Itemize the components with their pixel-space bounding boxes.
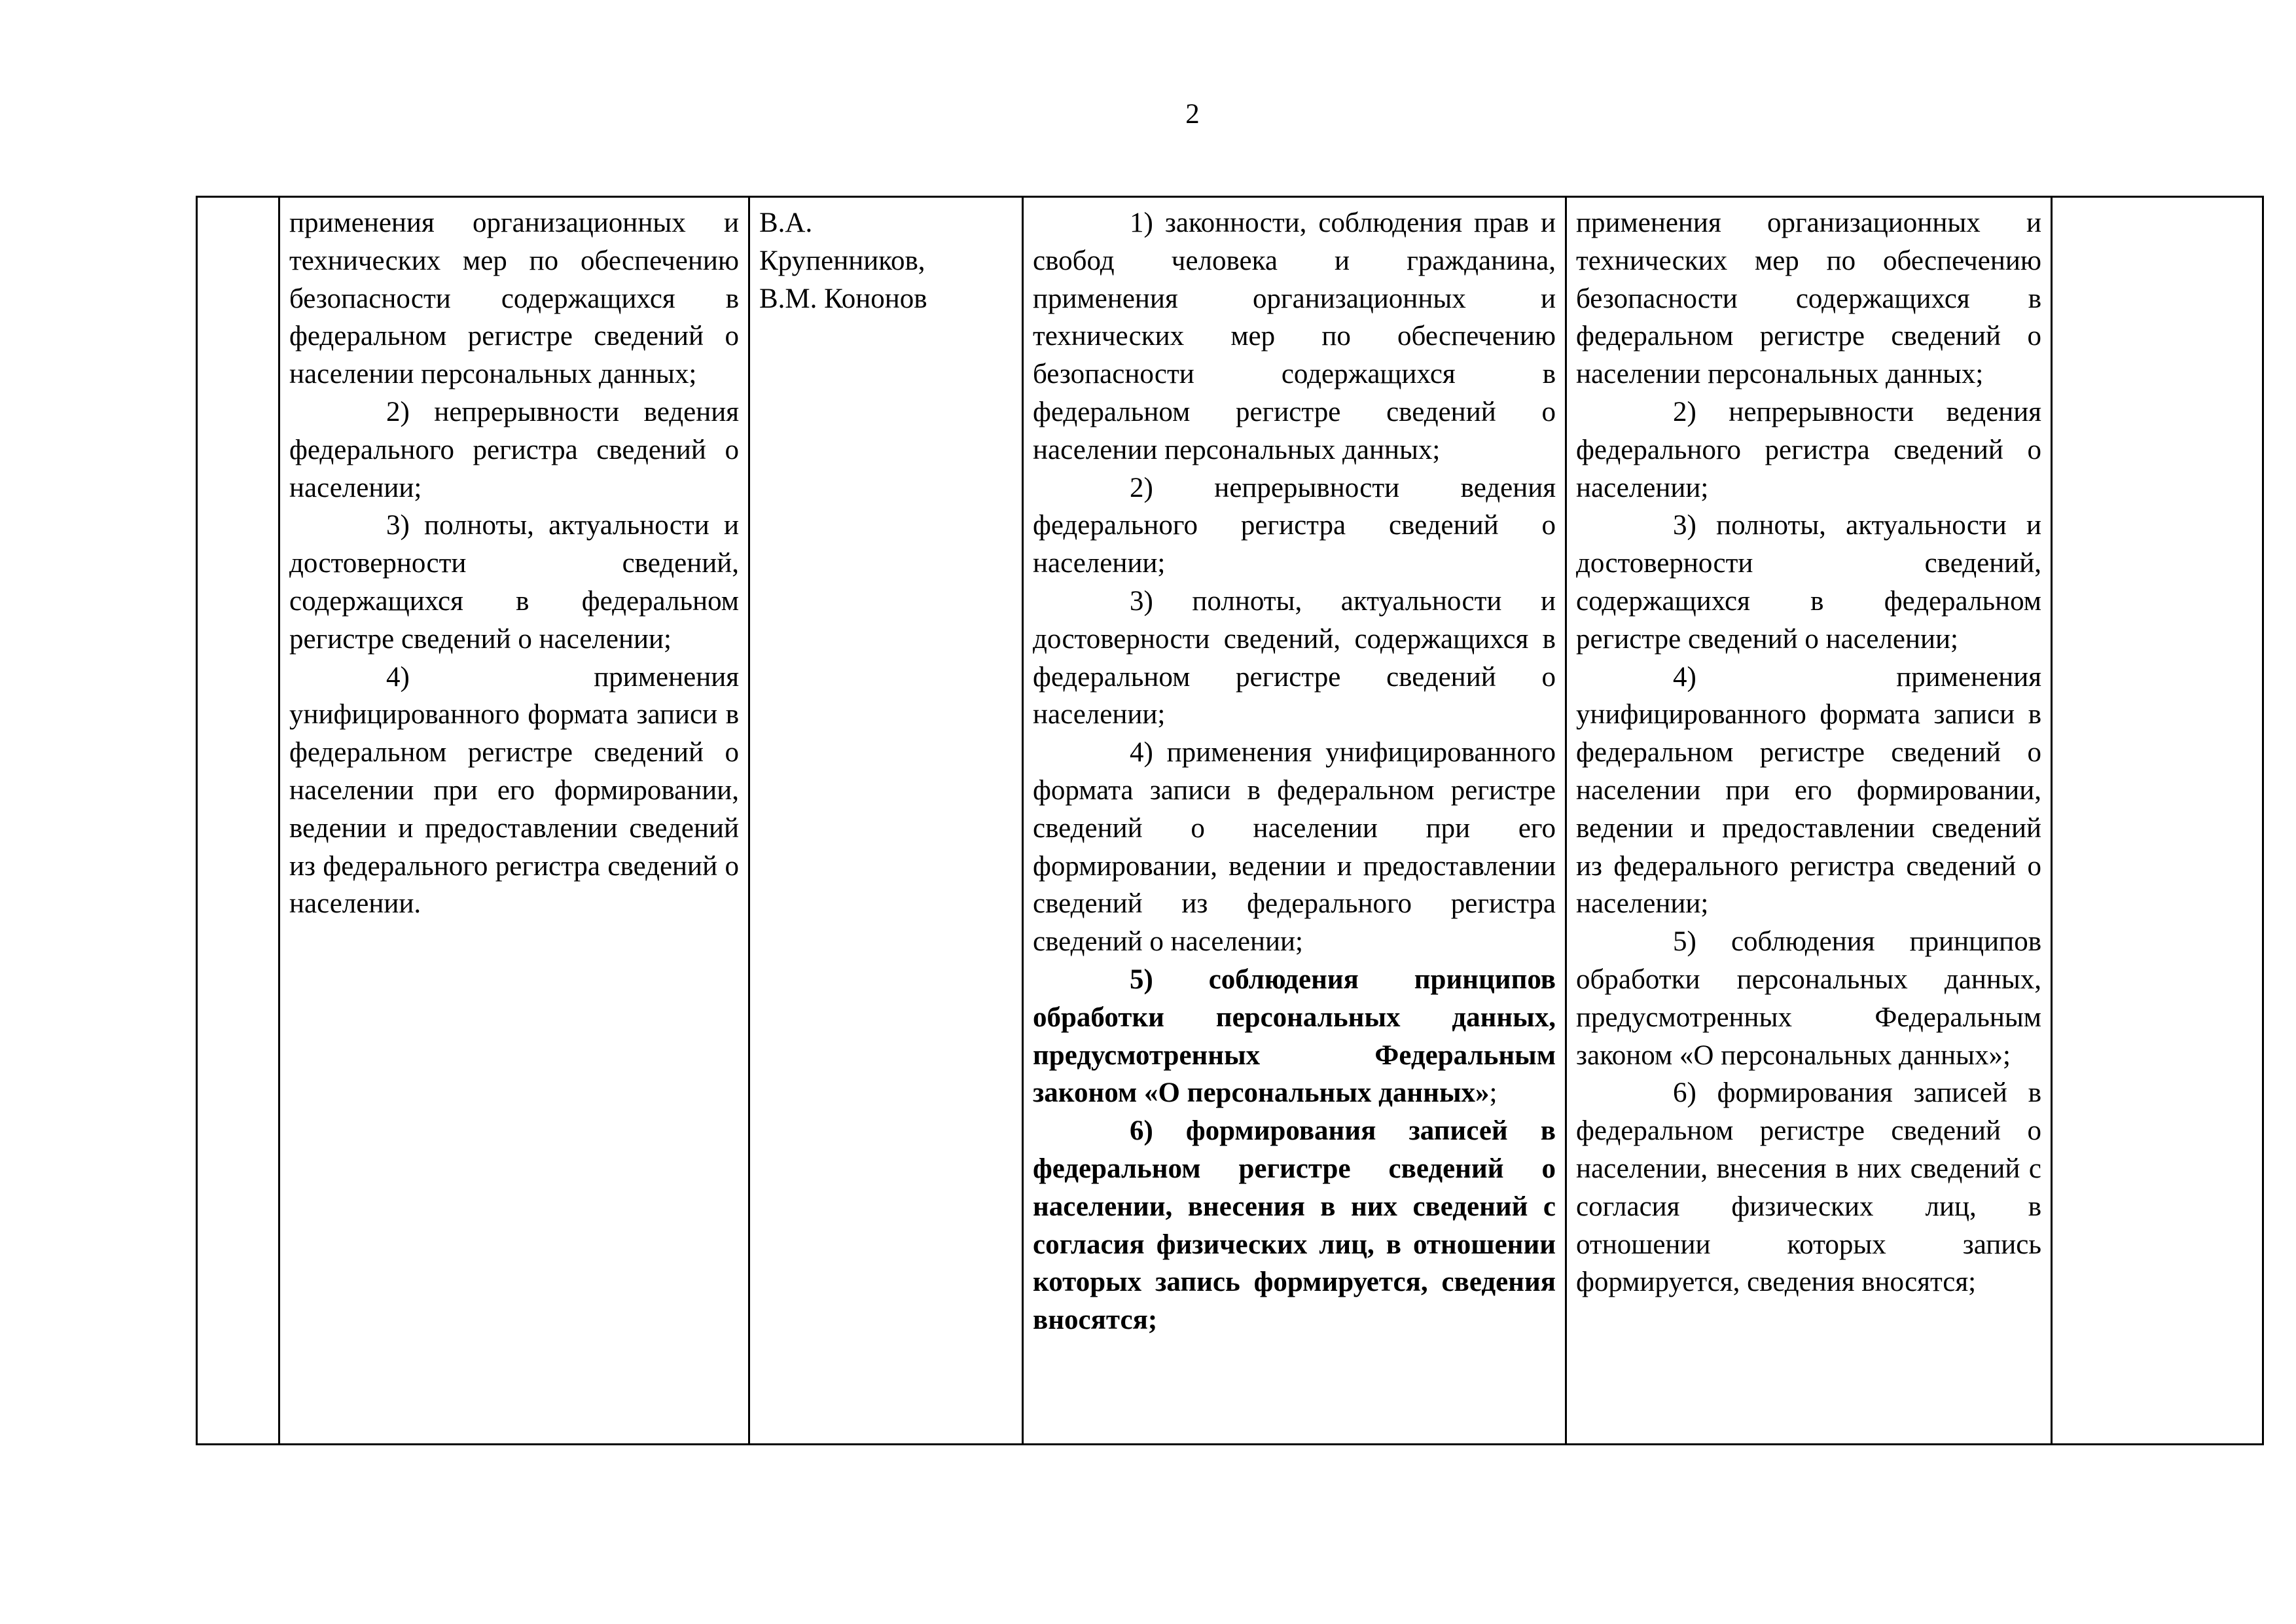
- paragraph: 5) соблюдения принципов обработки персон…: [1576, 926, 2041, 1071]
- paragraph: 2) непрерывности ведения федерального ре…: [289, 396, 739, 503]
- paragraph: 2) непрерывности ведения федерального ре…: [1576, 396, 2041, 503]
- cell: 1) законности, соблюдения прав и свобод …: [1024, 198, 1567, 1443]
- paragraph: 3) полноты, актуальности и достоверности…: [1576, 510, 2041, 655]
- paragraph: 4) применения унифицированного формата з…: [289, 661, 739, 920]
- text-run: 6) формирования записей в федеральном ре…: [1033, 1115, 1556, 1336]
- paragraph: 6) формирования записей в федеральном ре…: [1576, 1077, 2041, 1298]
- paragraph: 4) применения унифицированного формата з…: [1033, 737, 1556, 958]
- paragraph: 2) непрерывности ведения федерального ре…: [1033, 472, 1556, 579]
- text-run: 5) соблюдения принципов обработки персон…: [1033, 964, 1556, 1109]
- table: применения организационных и технических…: [196, 196, 2264, 1445]
- cell: В.А. Крупенников, В.М. Кононов: [750, 198, 1024, 1443]
- cell: [198, 198, 280, 1443]
- paragraph: 3) полноты, актуальности и достоверности…: [1033, 585, 1556, 731]
- text-line: В.А.: [759, 208, 813, 238]
- paragraph: 1) законности, соблюдения прав и свобод …: [1033, 208, 1556, 465]
- paragraph: применения организационных и технических…: [289, 208, 739, 390]
- page-number: 2: [1185, 99, 1200, 130]
- text-line: В.М. Кононов: [759, 283, 927, 314]
- paragraph: применения организационных и технических…: [1576, 208, 2041, 390]
- paragraph: 5) соблюдения принципов обработки персон…: [1033, 961, 1556, 1112]
- text-line: Крупенников,: [759, 245, 925, 276]
- text-run: ;: [1489, 1077, 1498, 1109]
- cell: применения организационных и технических…: [1567, 198, 2053, 1443]
- paragraph: 6) формирования записей в федеральном ре…: [1033, 1112, 1556, 1339]
- paragraph: 3) полноты, актуальности и достоверности…: [289, 510, 739, 655]
- cell: [2053, 198, 2262, 1443]
- paragraph: 4) применения унифицированного формата з…: [1576, 661, 2041, 920]
- cell: применения организационных и технических…: [280, 198, 750, 1443]
